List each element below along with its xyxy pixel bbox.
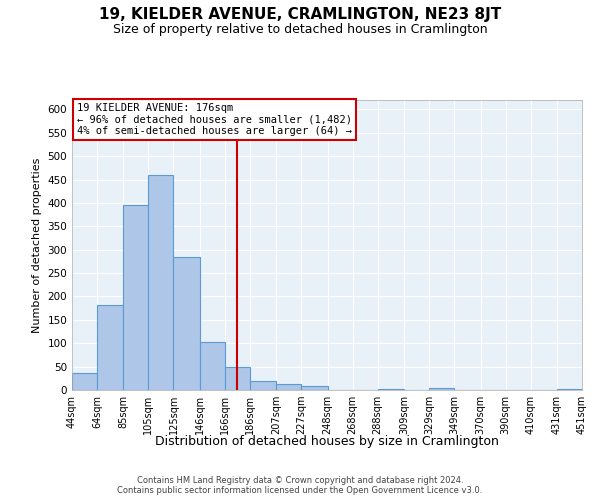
Bar <box>429 388 454 390</box>
Bar <box>301 386 328 390</box>
Bar <box>72 372 97 390</box>
Bar <box>173 256 200 390</box>
Bar <box>378 388 404 390</box>
Bar <box>276 384 301 390</box>
Bar <box>225 366 250 390</box>
Bar <box>200 342 225 390</box>
Text: 19 KIELDER AVENUE: 176sqm
← 96% of detached houses are smaller (1,482)
4% of sem: 19 KIELDER AVENUE: 176sqm ← 96% of detac… <box>77 103 352 136</box>
Text: 19, KIELDER AVENUE, CRAMLINGTON, NE23 8JT: 19, KIELDER AVENUE, CRAMLINGTON, NE23 8J… <box>99 8 501 22</box>
Bar <box>148 175 173 390</box>
Bar <box>124 205 148 390</box>
Text: Contains HM Land Registry data © Crown copyright and database right 2024.
Contai: Contains HM Land Registry data © Crown c… <box>118 476 482 495</box>
Bar <box>557 388 582 390</box>
Bar <box>97 305 124 390</box>
Y-axis label: Number of detached properties: Number of detached properties <box>32 158 42 332</box>
Text: Distribution of detached houses by size in Cramlington: Distribution of detached houses by size … <box>155 435 499 448</box>
Bar <box>250 380 276 390</box>
Text: Size of property relative to detached houses in Cramlington: Size of property relative to detached ho… <box>113 22 487 36</box>
